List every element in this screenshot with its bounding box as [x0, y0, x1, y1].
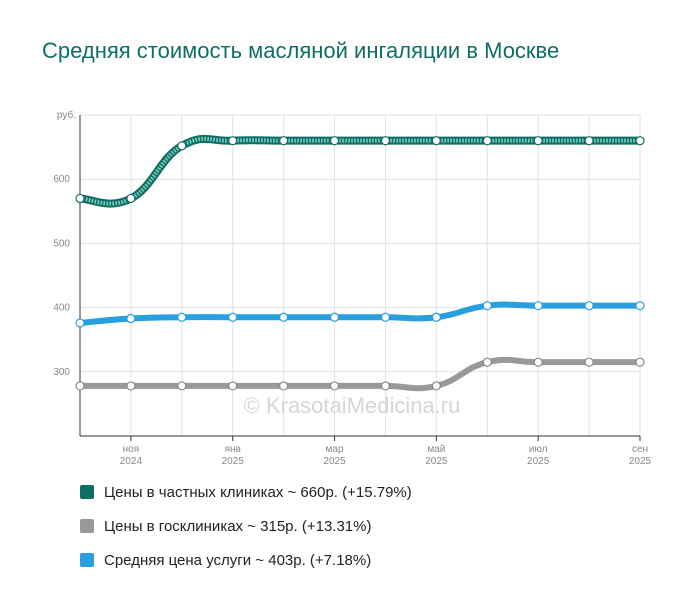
legend-swatch-average — [80, 553, 94, 567]
legend-swatch-private — [80, 485, 94, 499]
data-point — [635, 301, 645, 311]
x-tick-label-month: сен — [632, 444, 648, 455]
data-point — [126, 381, 136, 391]
x-tick-label-year: 2024 — [120, 456, 143, 467]
x-tick-label-year: 2025 — [629, 456, 652, 467]
data-point — [279, 136, 289, 146]
data-point — [635, 136, 645, 146]
data-point — [177, 141, 187, 151]
data-point — [431, 136, 441, 146]
data-point — [177, 381, 187, 391]
data-point — [75, 318, 85, 328]
x-tick-label-year: 2025 — [527, 456, 550, 467]
legend-label-private: Цены в частных клиниках ~ 660р. (+15.79%… — [104, 483, 412, 501]
legend-label-public: Цены в госклиниках ~ 315р. (+13.31%) — [104, 517, 372, 535]
data-point — [228, 312, 238, 322]
legend-label-average: Средняя цена услуги ~ 403р. (+7.18%) — [104, 551, 372, 569]
data-point — [329, 312, 340, 322]
chart-title: Средняя стоимость масляной ингаляции в М… — [42, 38, 560, 63]
x-tick-label-month: ноя — [123, 444, 140, 455]
y-tick-label: 400 — [53, 303, 70, 314]
data-point — [177, 312, 187, 322]
legend-item-average[interactable]: Средняя цена услуги ~ 403р. (+7.18%) — [80, 551, 412, 569]
data-point — [228, 136, 238, 146]
data-point — [482, 301, 492, 311]
series-line-private — [79, 136, 640, 206]
chart-axes: 300400500600руб.ноя2024янв2025мар2025май… — [53, 109, 651, 467]
data-point — [75, 193, 85, 204]
y-axis-unit: руб. — [57, 109, 76, 121]
data-point — [228, 381, 238, 391]
x-tick-label-month: янв — [225, 444, 241, 455]
data-point — [482, 357, 492, 367]
data-point — [584, 136, 594, 146]
watermark: © KrasotaiMedicina.ru — [244, 393, 461, 418]
data-point — [329, 381, 340, 391]
data-point — [380, 136, 391, 146]
data-point — [533, 301, 543, 311]
legend-item-private[interactable]: Цены в частных клиниках ~ 660р. (+15.79%… — [80, 483, 412, 501]
y-tick-label: 500 — [53, 238, 70, 249]
data-point — [431, 381, 441, 391]
chart-legend: Цены в частных клиниках ~ 660р. (+15.79%… — [80, 484, 412, 586]
chart-points — [75, 136, 645, 391]
legend-item-public[interactable]: Цены в госклиниках ~ 315р. (+13.31%) — [80, 517, 412, 535]
data-point — [635, 357, 645, 367]
x-tick-label-year: 2025 — [323, 456, 346, 467]
data-point — [75, 381, 85, 391]
chart-series — [76, 134, 644, 392]
data-point — [126, 193, 136, 204]
data-point — [533, 357, 543, 367]
data-point — [279, 312, 289, 322]
data-point — [329, 136, 340, 146]
series-line-public — [77, 356, 643, 392]
data-point — [482, 136, 492, 146]
data-point — [126, 313, 136, 324]
data-point — [279, 381, 289, 391]
x-tick-label-year: 2025 — [425, 456, 448, 467]
data-point — [533, 136, 543, 146]
x-tick-label-year: 2025 — [222, 456, 245, 467]
x-tick-label-month: мар — [326, 444, 344, 455]
data-point — [584, 301, 594, 311]
x-tick-label-month: июл — [529, 444, 548, 455]
chart-grid — [79, 114, 641, 436]
y-tick-label: 300 — [53, 367, 70, 378]
data-point — [584, 357, 594, 367]
y-tick-label: 600 — [53, 174, 70, 185]
data-point — [431, 312, 441, 322]
legend-swatch-public — [80, 519, 94, 533]
x-tick-label-month: май — [427, 444, 445, 455]
data-point — [380, 312, 391, 322]
data-point — [380, 381, 391, 391]
series-line-private-outline — [76, 134, 644, 208]
series-line-average — [77, 301, 643, 327]
